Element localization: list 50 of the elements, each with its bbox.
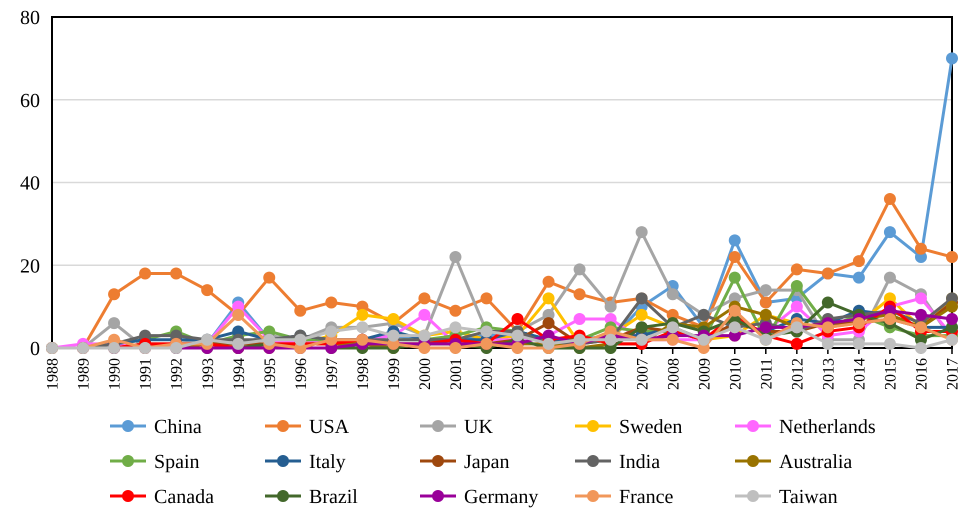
x-tick-label: 2013 bbox=[820, 358, 838, 390]
y-tick-label: 20 bbox=[20, 255, 40, 278]
x-tick-label: 1998 bbox=[354, 358, 372, 390]
x-tick-label: 1994 bbox=[230, 358, 248, 390]
legend-label: Spain bbox=[154, 451, 200, 473]
x-tick-label: 1997 bbox=[324, 358, 341, 390]
x-tick-label: 2014 bbox=[851, 358, 868, 390]
x-tick-label: 2005 bbox=[572, 358, 590, 390]
x-tick-label: 2007 bbox=[634, 358, 652, 390]
legend-label: Sweden bbox=[619, 416, 682, 438]
legend-label: Italy bbox=[309, 451, 346, 473]
legend-label: Canada bbox=[154, 486, 214, 508]
y-tick-label: 60 bbox=[20, 90, 40, 112]
legend-label: India bbox=[619, 451, 660, 473]
x-tick-label: 2012 bbox=[789, 358, 806, 390]
x-tick-label: 1989 bbox=[76, 358, 93, 390]
x-tick-label: 1990 bbox=[106, 358, 124, 390]
legend-label: Taiwan bbox=[779, 486, 838, 508]
x-tick-label: 2008 bbox=[665, 358, 682, 390]
x-tick-label: 2000 bbox=[417, 358, 434, 390]
x-tick-label: 2017 bbox=[944, 358, 962, 390]
x-tick-label: 1999 bbox=[386, 358, 403, 390]
legend-label: Japan bbox=[464, 451, 510, 473]
x-tick-label: 1996 bbox=[292, 358, 310, 390]
legend-label: France bbox=[619, 486, 674, 508]
legend-label: USA bbox=[309, 416, 350, 438]
x-tick-label: 2006 bbox=[603, 358, 620, 390]
y-tick-label: 40 bbox=[20, 172, 40, 194]
legend-label: Netherlands bbox=[779, 416, 876, 438]
x-tick-label: 1992 bbox=[168, 358, 186, 390]
legend-label: UK bbox=[464, 416, 494, 438]
x-tick-label: 2016 bbox=[914, 358, 931, 390]
x-tick-label: 2009 bbox=[696, 358, 714, 390]
x-tick-label: 2015 bbox=[882, 358, 900, 390]
x-tick-label: 1995 bbox=[262, 358, 279, 390]
legend-label: Germany bbox=[464, 486, 538, 508]
legend-label: China bbox=[154, 416, 202, 438]
legend-label: Australia bbox=[779, 451, 852, 473]
y-tick-label: 0 bbox=[30, 338, 40, 360]
y-tick-label: 80 bbox=[20, 7, 40, 29]
x-tick-label: 2010 bbox=[727, 358, 744, 390]
legend-label: Brazil bbox=[309, 486, 358, 508]
x-tick-label: 1993 bbox=[200, 358, 217, 390]
x-tick-label: 2002 bbox=[479, 358, 496, 390]
x-tick-label: 2003 bbox=[510, 358, 528, 390]
x-tick-label: 1991 bbox=[138, 358, 155, 390]
x-tick-label: 2004 bbox=[541, 358, 558, 390]
x-tick-label: 2001 bbox=[448, 358, 466, 390]
x-tick-label: 2011 bbox=[758, 358, 776, 390]
x-tick-label: 1988 bbox=[44, 358, 62, 390]
